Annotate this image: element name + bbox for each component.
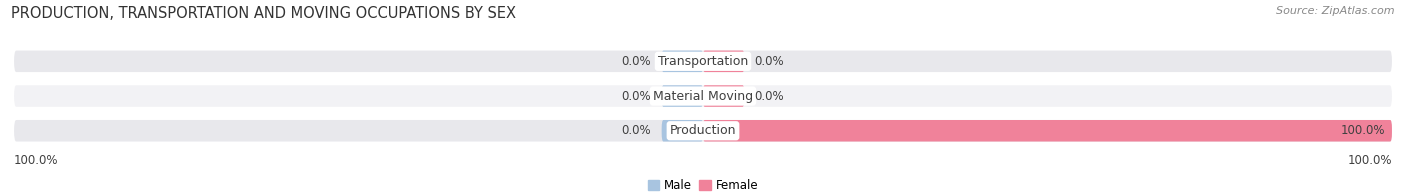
Text: 0.0%: 0.0% (755, 55, 785, 68)
FancyBboxPatch shape (14, 51, 1392, 72)
Text: PRODUCTION, TRANSPORTATION AND MOVING OCCUPATIONS BY SEX: PRODUCTION, TRANSPORTATION AND MOVING OC… (11, 6, 516, 21)
Text: 0.0%: 0.0% (621, 55, 651, 68)
Text: Production: Production (669, 124, 737, 137)
FancyBboxPatch shape (703, 51, 744, 72)
FancyBboxPatch shape (662, 85, 703, 107)
FancyBboxPatch shape (662, 120, 703, 142)
Text: 0.0%: 0.0% (621, 90, 651, 103)
Legend: Male, Female: Male, Female (643, 175, 763, 196)
FancyBboxPatch shape (14, 85, 1392, 107)
Text: Transportation: Transportation (658, 55, 748, 68)
Text: 0.0%: 0.0% (755, 90, 785, 103)
FancyBboxPatch shape (703, 85, 744, 107)
FancyBboxPatch shape (14, 120, 1392, 142)
Text: Material Moving: Material Moving (652, 90, 754, 103)
Text: Source: ZipAtlas.com: Source: ZipAtlas.com (1277, 6, 1395, 16)
Text: 100.0%: 100.0% (1340, 124, 1385, 137)
Text: 100.0%: 100.0% (14, 154, 59, 167)
FancyBboxPatch shape (662, 51, 703, 72)
Text: 0.0%: 0.0% (621, 124, 651, 137)
FancyBboxPatch shape (703, 120, 1392, 142)
Text: 100.0%: 100.0% (1347, 154, 1392, 167)
